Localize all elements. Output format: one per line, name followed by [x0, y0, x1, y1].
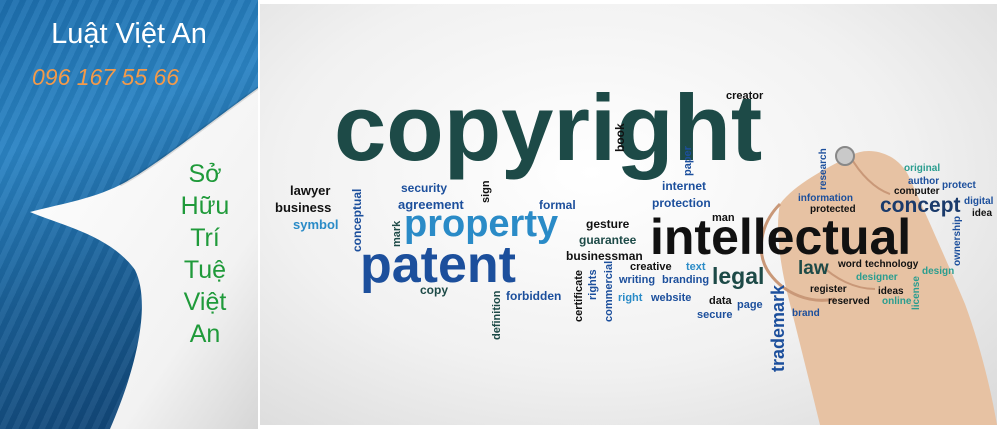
word: protected — [810, 204, 856, 215]
word: author — [908, 176, 939, 187]
word: design — [922, 266, 954, 277]
word: designer — [856, 272, 898, 283]
word: certificate — [573, 270, 585, 322]
word: word — [837, 259, 862, 270]
phone-number: 096 167 55 66 — [32, 64, 180, 90]
title-line: An — [189, 320, 221, 348]
word: patent — [360, 236, 516, 294]
word: internet — [662, 179, 706, 193]
word: ownership — [952, 216, 963, 266]
word: idea — [972, 208, 992, 219]
word: ideas — [878, 286, 904, 297]
word: conceptual — [350, 189, 364, 252]
word: branding — [662, 274, 709, 286]
word: lawyer — [290, 183, 330, 198]
word: forbidden — [506, 289, 561, 303]
word: digital — [964, 196, 994, 207]
word: copy — [420, 283, 448, 297]
word: guarantee — [579, 233, 637, 247]
word: information — [798, 193, 853, 204]
word: business — [275, 200, 331, 215]
word: text — [686, 261, 706, 273]
word: research — [818, 148, 829, 190]
title-line: Việt — [183, 288, 227, 316]
title-line: Sở — [188, 160, 222, 188]
word: original — [904, 163, 940, 174]
word: protection — [652, 196, 711, 210]
word: concept — [880, 194, 961, 217]
word: man — [712, 212, 735, 224]
word: agreement — [398, 197, 464, 212]
word: online — [882, 296, 912, 307]
word: protect — [942, 180, 977, 191]
word: trademark — [768, 284, 788, 372]
vertical-title: Sở Hữu Trí Tuệ Việt An — [150, 158, 258, 350]
title-line: Tuệ — [183, 256, 227, 284]
word: computer — [894, 186, 940, 197]
word: symbol — [293, 217, 339, 232]
word: reserved — [828, 296, 870, 307]
word: mark — [391, 220, 403, 247]
word: right — [618, 292, 643, 304]
word: website — [650, 292, 691, 304]
word: brand — [792, 308, 820, 319]
word: license — [911, 276, 922, 310]
word: security — [401, 181, 447, 195]
word: formal — [539, 198, 576, 212]
word: property — [404, 203, 558, 245]
word: commercial — [603, 261, 615, 322]
word: gesture — [586, 217, 630, 231]
word: businessman — [566, 249, 643, 263]
word: creator — [726, 90, 764, 102]
title-line: Hữu — [180, 192, 230, 220]
word: rights — [587, 269, 599, 300]
word: technology — [865, 259, 919, 270]
word: paper — [682, 145, 694, 176]
word: definition — [491, 290, 503, 340]
word: register — [810, 284, 847, 295]
word: copyright — [334, 75, 762, 180]
word: intellectual — [650, 209, 911, 265]
word: law — [798, 258, 829, 279]
brand-name: Luật Việt An — [51, 18, 207, 50]
word: secure — [697, 309, 732, 321]
hand-illustration — [759, 146, 997, 425]
word: writing — [618, 274, 655, 286]
title-line: Trí — [190, 224, 220, 252]
word: book — [613, 123, 627, 152]
word: data — [709, 295, 733, 307]
page-curl-graphic — [30, 86, 258, 429]
divider — [258, 0, 260, 429]
word: sign — [480, 180, 492, 203]
word: legal — [712, 263, 764, 289]
brand-panel: Luật Việt An 096 167 55 66 Sở Hữu Trí Tu… — [0, 0, 258, 429]
word: creative — [630, 261, 672, 273]
word-cloud-image: copyright intellectual patent property c… — [260, 4, 997, 425]
word: page — [737, 299, 763, 311]
word-cloud: copyright intellectual patent property c… — [275, 75, 997, 425]
